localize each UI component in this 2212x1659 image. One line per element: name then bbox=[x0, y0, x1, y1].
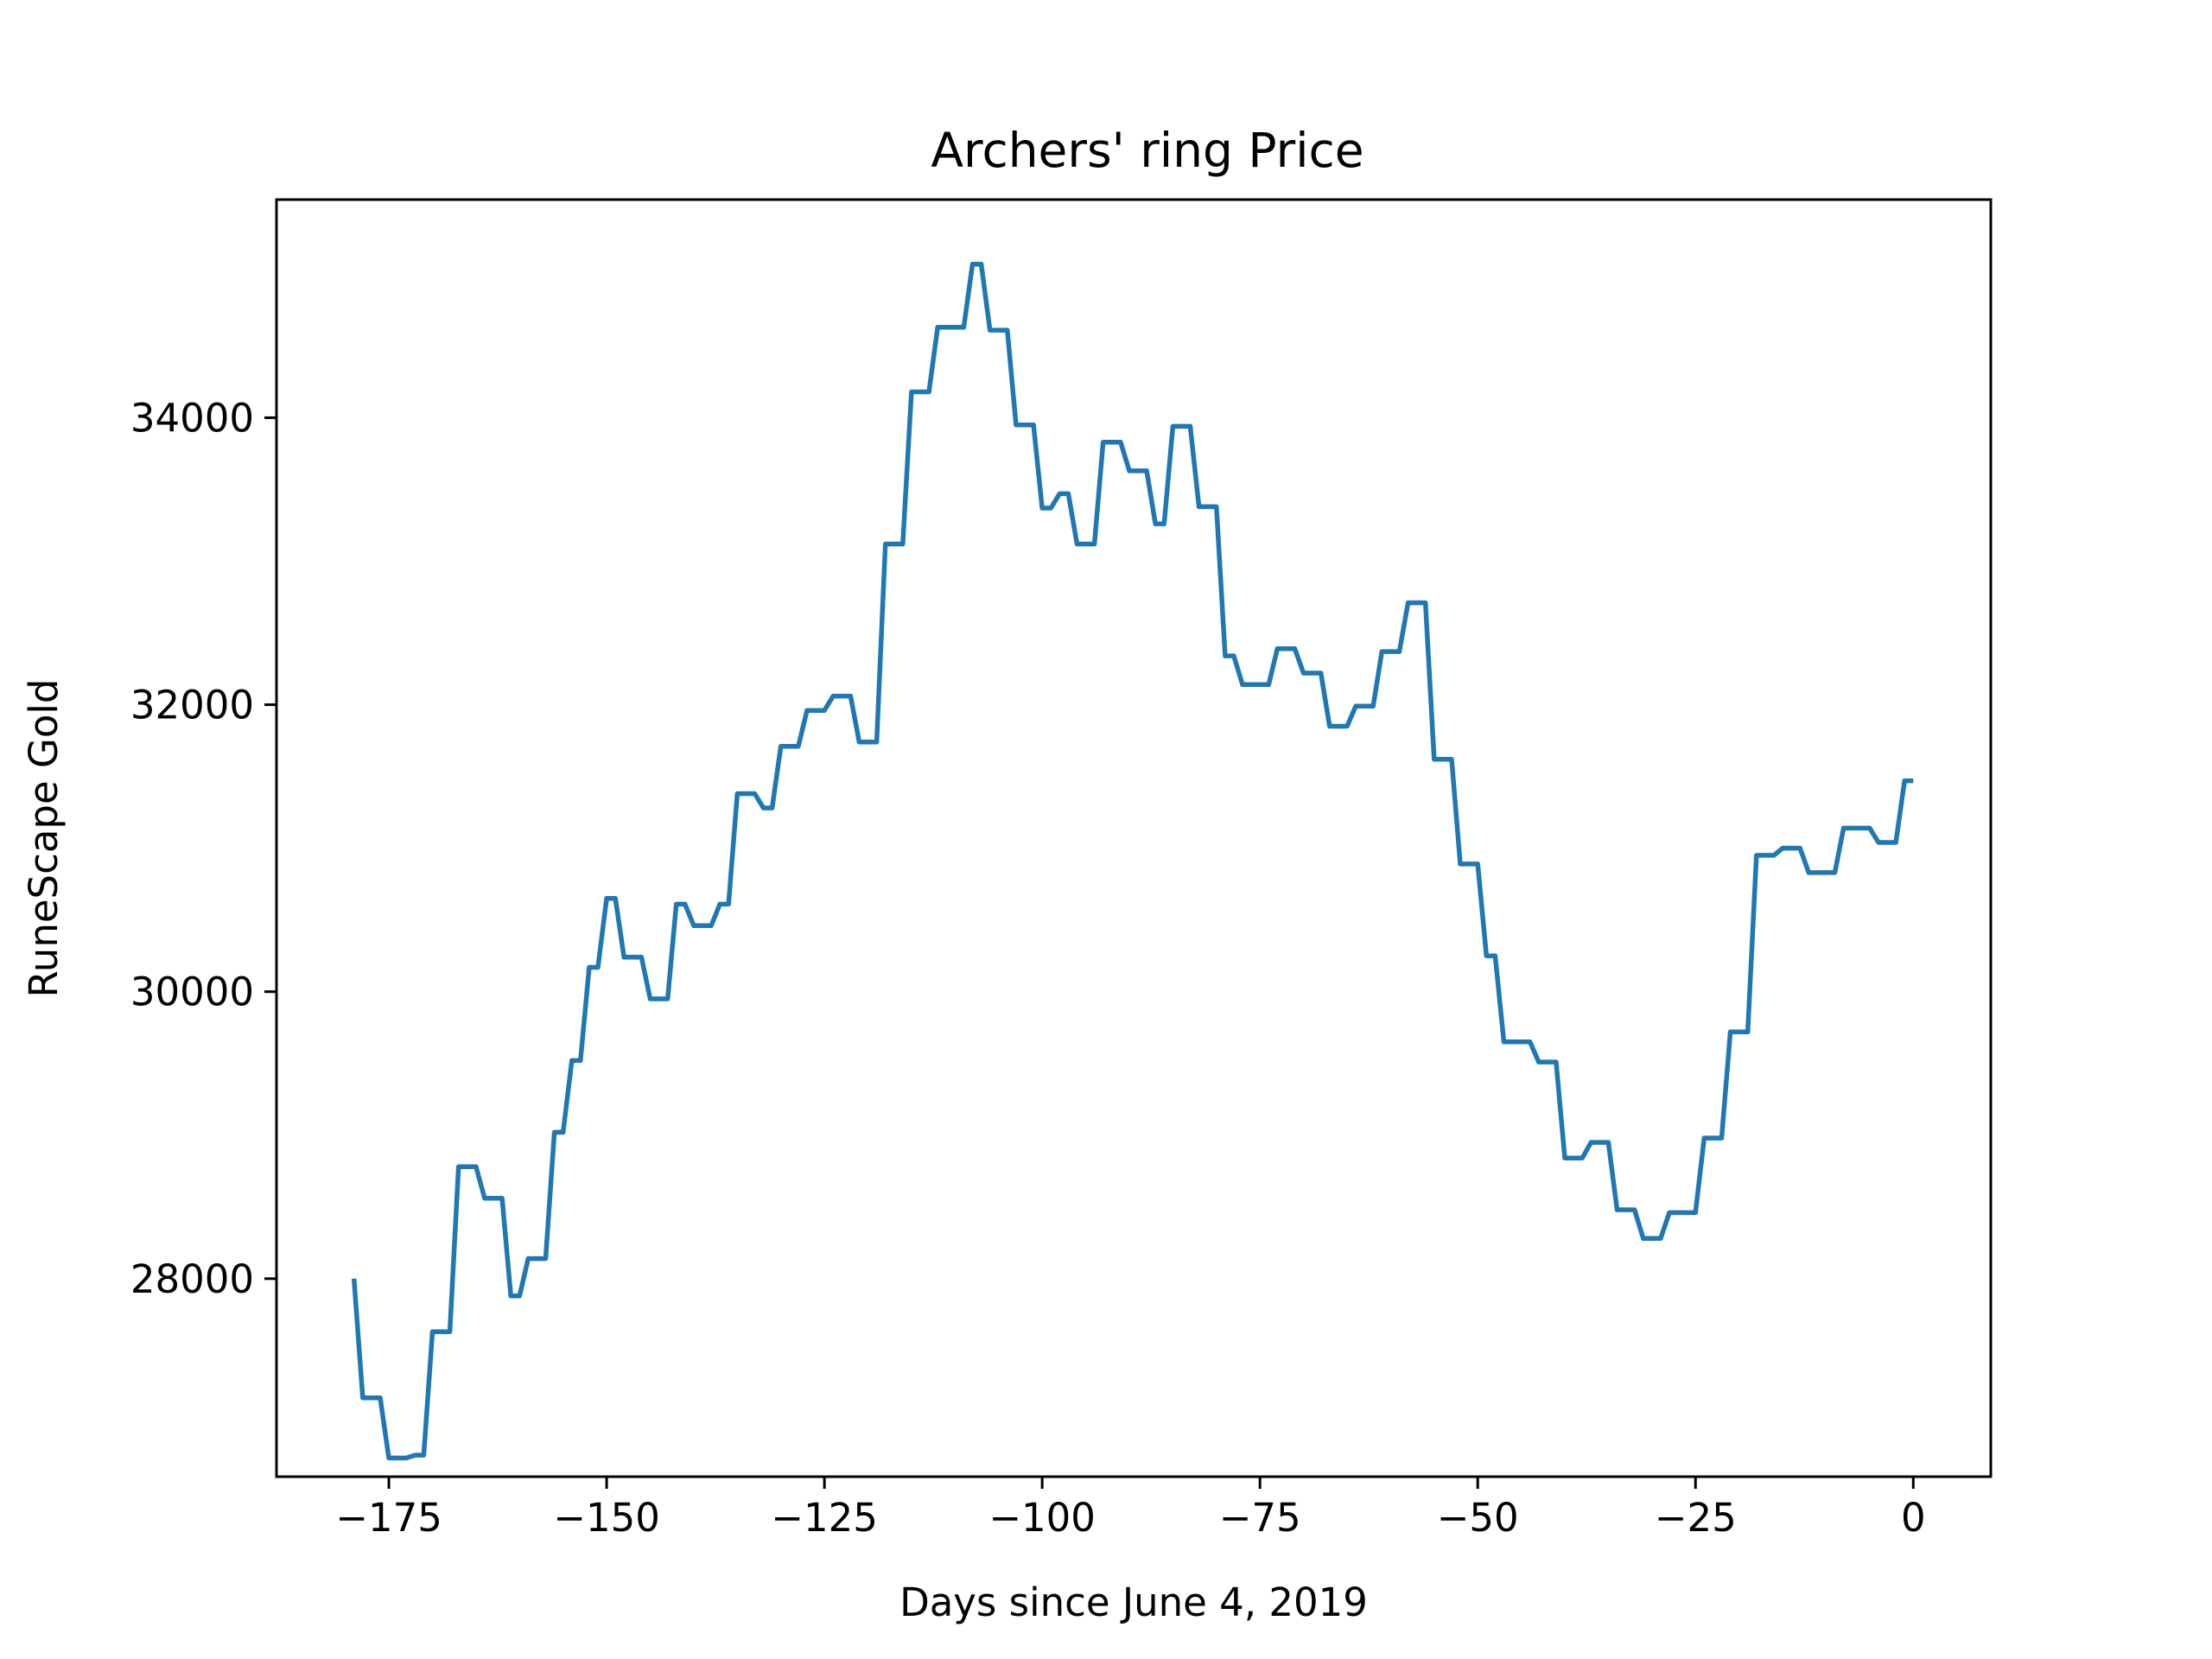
y-tick-label: 28000 bbox=[130, 1256, 254, 1302]
x-tick-label: −100 bbox=[988, 1495, 1096, 1541]
y-tick-label: 32000 bbox=[130, 683, 254, 728]
y-tick-label: 30000 bbox=[130, 969, 254, 1015]
price-line bbox=[351, 261, 1914, 1461]
plot-frame bbox=[275, 198, 1993, 1478]
y-tick-label: 34000 bbox=[130, 395, 254, 441]
x-axis: −175 −150 −125 −100 −75 −50 −25 0 bbox=[335, 1477, 1926, 1541]
plot-area bbox=[275, 198, 1993, 1478]
x-tick-label: −175 bbox=[335, 1495, 442, 1541]
x-tick-label: −50 bbox=[1437, 1495, 1519, 1541]
x-tick-label: −25 bbox=[1655, 1495, 1737, 1541]
y-axis-label: RuneScape Gold bbox=[21, 679, 67, 998]
y-axis: 28000 30000 32000 34000 bbox=[130, 395, 276, 1302]
x-tick-label: −125 bbox=[771, 1495, 878, 1541]
x-tick-label: −150 bbox=[553, 1495, 660, 1541]
x-tick-label: −75 bbox=[1219, 1495, 1301, 1541]
chart-title: Archers' ring Price bbox=[931, 123, 1363, 178]
x-tick-label: 0 bbox=[1901, 1495, 1926, 1541]
x-axis-label: Days since June 4, 2019 bbox=[899, 1580, 1368, 1625]
